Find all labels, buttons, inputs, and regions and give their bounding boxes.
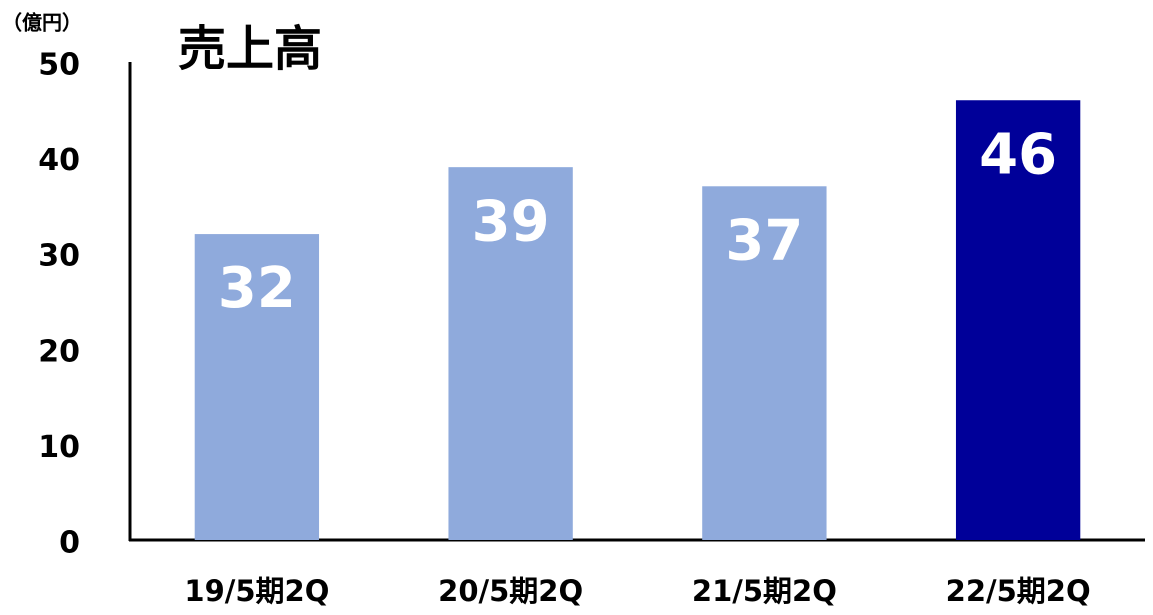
x-tick-label: 19/5期2Q (184, 574, 329, 608)
x-tick-label: 22/5期2Q (946, 574, 1091, 608)
y-tick-label: 0 (59, 526, 80, 561)
bar (194, 234, 320, 540)
value-label: 46 (979, 122, 1057, 187)
bar (702, 186, 827, 540)
y-axis-label: （億円） (2, 11, 82, 35)
bar (955, 100, 1081, 541)
value-label: 32 (218, 256, 296, 321)
y-tick-label: 50 (38, 48, 80, 83)
x-tick-label: 21/5期2Q (692, 574, 837, 608)
y-tick-label: 40 (38, 143, 80, 178)
y-tick-label: 30 (38, 239, 80, 274)
y-tick-label: 10 (38, 430, 80, 465)
bar (448, 167, 573, 540)
y-tick-label: 20 (38, 334, 80, 369)
chart-title: 売上高 (178, 21, 322, 77)
value-label: 39 (472, 189, 550, 254)
value-label: 37 (725, 208, 803, 273)
x-tick-label: 20/5期2Q (438, 574, 583, 608)
